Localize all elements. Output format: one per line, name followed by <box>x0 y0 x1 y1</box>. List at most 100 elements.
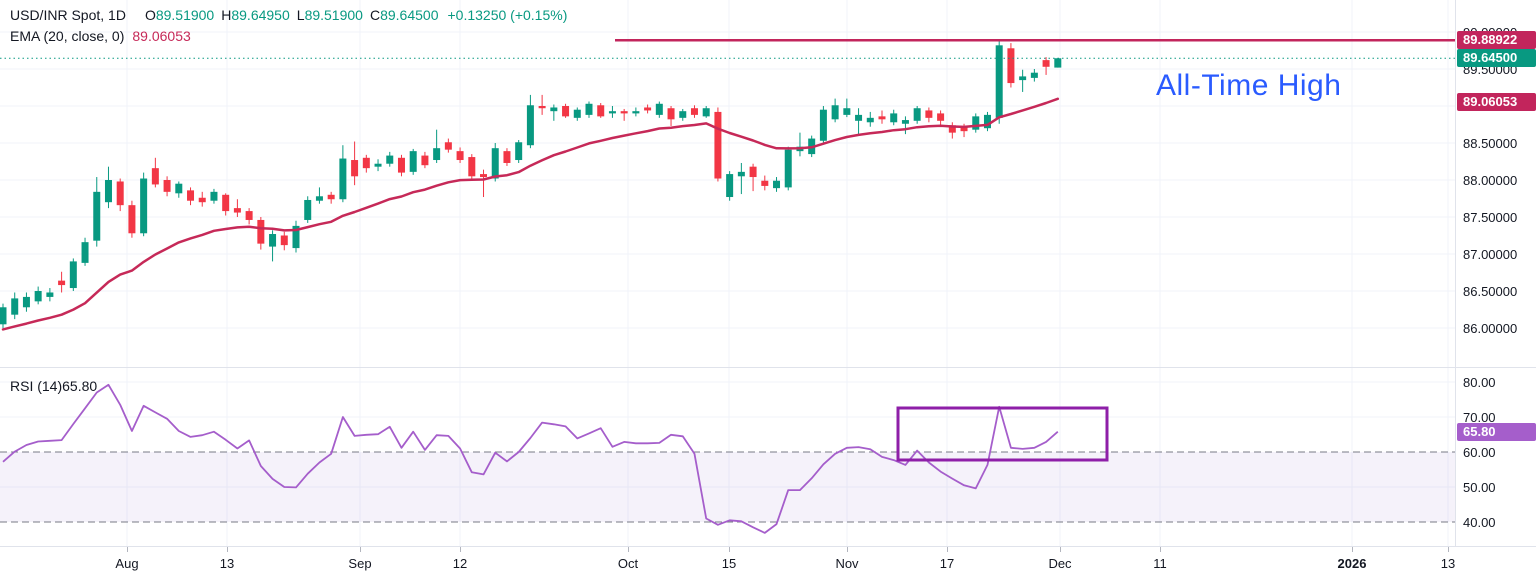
candle-down <box>878 116 886 120</box>
candle-down <box>480 174 488 178</box>
candle-up <box>374 163 382 167</box>
candle-down <box>198 197 206 203</box>
candle-up <box>890 113 898 123</box>
candle-up <box>292 225 300 249</box>
candle-up <box>913 108 921 121</box>
time-axis-tick <box>127 547 128 552</box>
time-axis-tick <box>628 547 629 552</box>
candle-up <box>1030 72 1038 78</box>
candle-up <box>339 158 347 200</box>
time-axis-tick <box>1160 547 1161 552</box>
rsi-band-fill <box>0 452 1455 522</box>
candle-down <box>1042 60 1050 67</box>
candle-up <box>0 307 7 325</box>
high-value: 89.64950 <box>231 7 290 23</box>
candle-up <box>773 180 781 189</box>
candle-down <box>749 166 757 178</box>
panel-separator[interactable] <box>0 367 1536 368</box>
candle-down <box>280 235 288 246</box>
time-axis-label: Aug <box>115 556 139 571</box>
time-axis-label: 13 <box>1440 556 1456 571</box>
candle-down <box>163 180 171 192</box>
candle-up <box>409 151 417 172</box>
candle-up <box>140 178 148 234</box>
change-value: +0.13250 (+0.15%) <box>447 7 568 23</box>
candle-up <box>655 103 663 115</box>
time-axis-tick <box>360 547 361 552</box>
symbol-legend-row[interactable]: USD/INR Spot, 1D O89.51900 H89.64950 L89.51… <box>10 5 567 26</box>
candle-up <box>175 183 183 194</box>
candle-down <box>116 181 124 206</box>
candle-down <box>644 107 652 111</box>
rsi-value: 65.80 <box>62 378 98 394</box>
candle-up <box>855 114 863 121</box>
price-badge: 89.64500 <box>1457 49 1536 68</box>
candle-up <box>386 155 394 164</box>
candle-up <box>901 120 909 124</box>
candle-down <box>222 194 230 212</box>
price-axis-label: 88.00000 <box>1463 172 1518 188</box>
candle-down <box>761 180 769 186</box>
candle-up <box>46 292 54 297</box>
candle-up <box>819 109 827 141</box>
price-badge: 89.88922 <box>1457 31 1536 50</box>
time-axis-label: Oct <box>617 556 639 571</box>
price-axis[interactable]: 90.0000089.5000089.0000088.5000088.00000… <box>1455 0 1536 546</box>
candle-up <box>737 171 745 177</box>
rsi-axis-label: 50.00 <box>1463 479 1496 495</box>
candle-down <box>444 142 452 150</box>
rsi-axis-label: 60.00 <box>1463 444 1496 460</box>
candle-down <box>562 106 570 117</box>
candle-down <box>351 160 359 177</box>
time-axis-tick <box>847 547 848 552</box>
chart-legend: USD/INR Spot, 1D O89.51900 H89.64950 L89.51… <box>10 5 567 47</box>
time-axis[interactable]: Aug 13 Sep 12 Oct 15 Nov 17 Dec 11 2026 13 <box>0 546 1536 581</box>
candle-down <box>714 111 722 179</box>
close-value: 89.64500 <box>380 7 439 23</box>
rsi-axis-label: 80.00 <box>1463 374 1496 390</box>
candle-up <box>726 174 734 198</box>
price-axis-label: 86.00000 <box>1463 320 1518 336</box>
candle-down <box>397 157 405 173</box>
candle-up <box>11 298 19 315</box>
candle-up <box>679 111 687 118</box>
rsi-legend-row[interactable]: RSI (14)65.80 <box>10 376 97 396</box>
time-axis-tick <box>1448 547 1449 552</box>
rsi-highlight-box[interactable] <box>896 406 1109 462</box>
candle-down <box>690 108 698 115</box>
candle-down <box>1007 48 1015 84</box>
candle-up <box>526 105 534 146</box>
candle-down <box>597 105 605 117</box>
candle-down <box>503 151 511 163</box>
candle-up <box>315 196 323 201</box>
candle-down <box>456 151 464 161</box>
open-prefix: O <box>144 7 156 23</box>
price-axis-label: 86.50000 <box>1463 283 1518 299</box>
candle-down <box>257 219 265 244</box>
time-axis-label: Dec <box>1048 556 1072 571</box>
time-axis-label: 13 <box>219 556 235 571</box>
candle-up <box>843 108 851 115</box>
candle-up <box>784 149 792 188</box>
candle-down <box>245 211 253 220</box>
rsi-badge: 65.80 <box>1457 422 1536 441</box>
candle-up <box>210 191 218 201</box>
rsi-axis-label: 40.00 <box>1463 514 1496 530</box>
candle-up <box>1054 58 1062 68</box>
candle-up <box>550 107 558 112</box>
candle-down <box>960 127 968 132</box>
candle-up <box>1019 76 1027 81</box>
candle-up <box>104 180 112 203</box>
candle-down <box>187 190 195 201</box>
candle-up <box>608 111 616 114</box>
price-axis-label: 88.50000 <box>1463 135 1518 151</box>
ema-line <box>1 97 1060 331</box>
ema-legend-row[interactable]: EMA (20, close, 0) 89.06053 <box>10 26 567 47</box>
time-axis-tick <box>227 547 228 552</box>
candle-up <box>573 109 581 118</box>
all-time-high-annotation[interactable]: All-Time High <box>1156 69 1342 102</box>
candle-up <box>69 261 77 289</box>
candle-down <box>948 125 956 133</box>
